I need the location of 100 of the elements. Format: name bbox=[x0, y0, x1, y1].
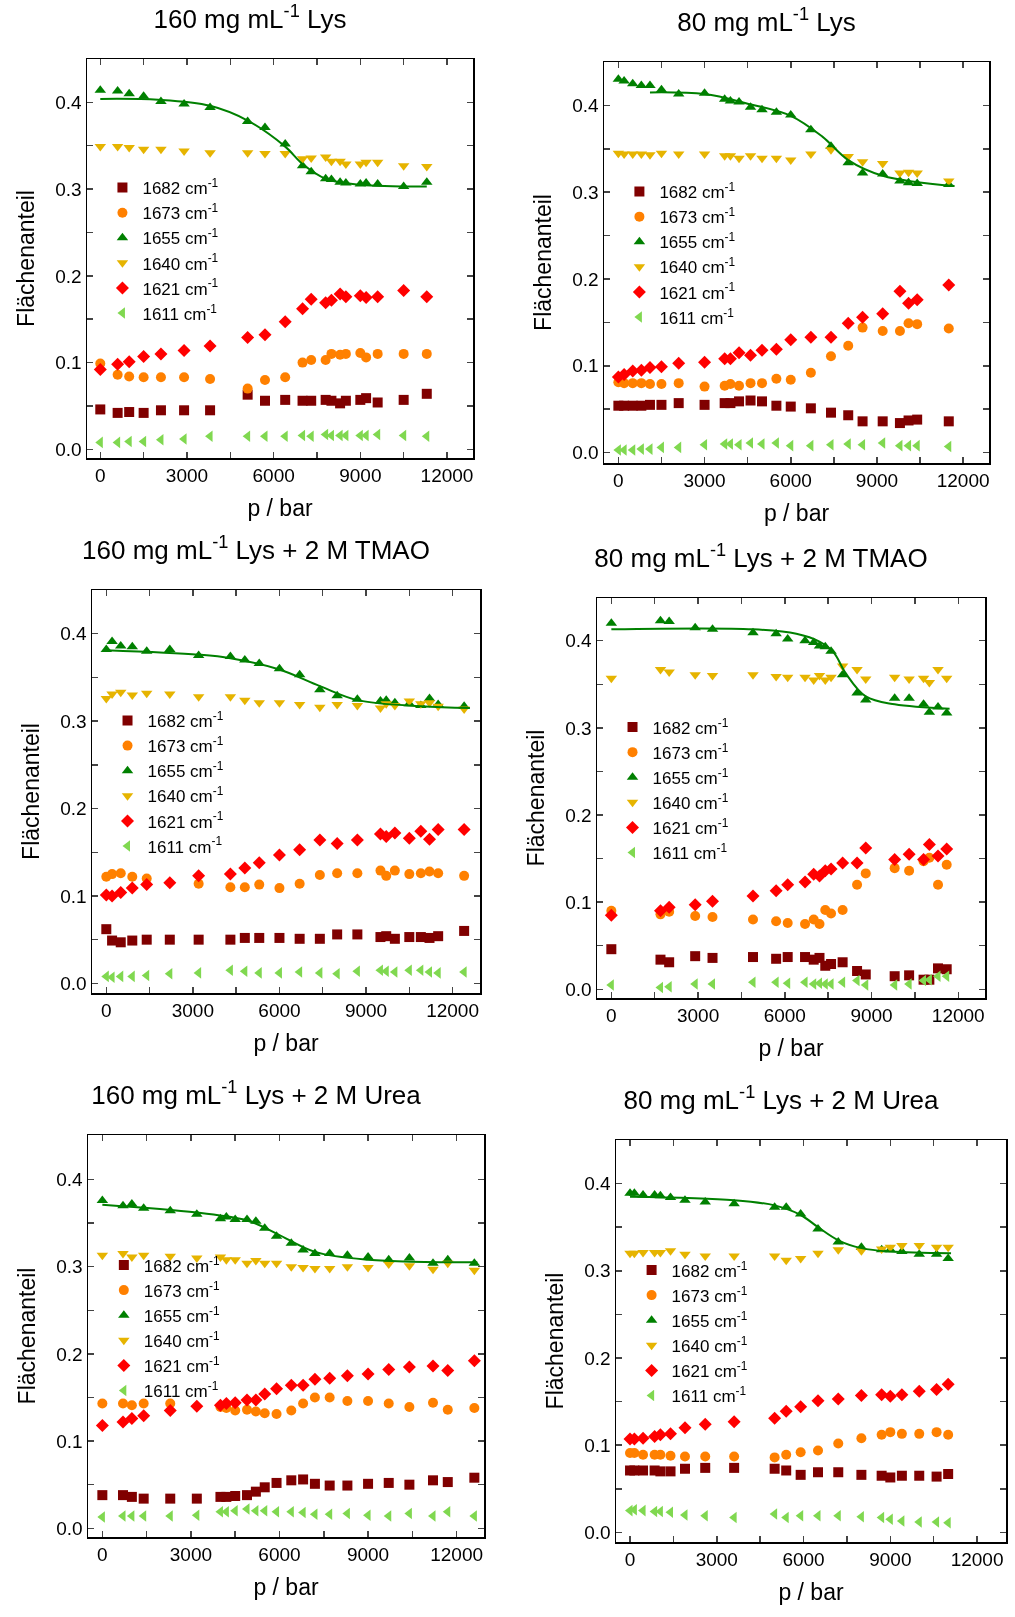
y-tick-label: 0.1 bbox=[55, 352, 82, 374]
x-tick-label: 9000 bbox=[339, 465, 382, 487]
chart-title: 80 mg mL$^{-1}$ Lys bbox=[677, 4, 856, 38]
legend-label: 1673 cm$^{-1}$ bbox=[147, 734, 224, 757]
x-tick-label: 12000 bbox=[936, 470, 990, 492]
x-tick-label: 12000 bbox=[430, 1544, 484, 1566]
x-tick-label: 0 bbox=[95, 465, 106, 487]
x-tick-label: 6000 bbox=[769, 470, 812, 492]
y-tick-label: 0.3 bbox=[565, 717, 592, 739]
x-tick-label: 6000 bbox=[258, 1544, 301, 1566]
y-axis-title: Flächenanteil bbox=[13, 1267, 40, 1405]
x-tick-label: 0 bbox=[624, 1549, 636, 1571]
y-axis-title: Flächenanteil bbox=[529, 194, 556, 331]
legend-label: 1682 cm$^{-1}$ bbox=[671, 1258, 748, 1281]
y-tick-label: 0.3 bbox=[60, 710, 87, 732]
x-tick-label: 12000 bbox=[426, 1000, 480, 1022]
y-axis-title: Flächenanteil bbox=[12, 190, 39, 327]
legend-label: 1682 cm$^{-1}$ bbox=[659, 180, 736, 203]
legend-label: 1655 cm$^{-1}$ bbox=[142, 226, 219, 249]
y-tick-label: 0.2 bbox=[565, 804, 592, 826]
y-tick-label: 0.4 bbox=[56, 1169, 84, 1191]
y-tick-label: 0.2 bbox=[55, 265, 82, 287]
legend-label: 1655 cm$^{-1}$ bbox=[659, 230, 736, 253]
x-tick-label: 0 bbox=[101, 1000, 112, 1022]
y-tick-label: 0.2 bbox=[56, 1343, 83, 1365]
x-tick-label: 9000 bbox=[855, 470, 899, 492]
x-tick-label: 3000 bbox=[683, 470, 726, 492]
y-tick-label: 0.0 bbox=[572, 442, 599, 464]
y-axis-title: Flächenanteil bbox=[541, 1272, 568, 1410]
x-axis-title: p / bar bbox=[253, 1029, 319, 1056]
x-tick-label: 0 bbox=[613, 470, 624, 492]
x-axis-title: p / bar bbox=[778, 1578, 844, 1605]
x-axis-title: p / bar bbox=[763, 499, 830, 526]
x-tick-label: 9000 bbox=[344, 1000, 388, 1022]
legend-label: 1682 cm$^{-1}$ bbox=[147, 708, 224, 732]
legend-label: 1611 cm$^{-1}$ bbox=[671, 1384, 747, 1407]
legend-label: 1682 cm$^{-1}$ bbox=[652, 715, 729, 738]
y-tick-label: 0.3 bbox=[584, 1260, 611, 1282]
y-tick-label: 0.0 bbox=[60, 973, 87, 995]
x-tick-label: 0 bbox=[606, 1005, 617, 1027]
x-tick-label: 3000 bbox=[695, 1549, 738, 1571]
legend-label: 1640 cm$^{-1}$ bbox=[659, 255, 736, 278]
y-tick-label: 0.4 bbox=[565, 630, 593, 652]
chart-title: 80 mg mL$^{-1}$ Lys + 2 M TMAO bbox=[594, 540, 928, 574]
chart-title: 160 mg mL$^{-1}$ Lys + 2 M Urea bbox=[91, 1077, 422, 1111]
legend-label: 1621 cm$^{-1}$ bbox=[671, 1358, 748, 1382]
y-tick-label: 0.3 bbox=[55, 178, 82, 200]
y-tick-label: 0.3 bbox=[572, 181, 599, 203]
y-tick-label: 0.0 bbox=[565, 978, 592, 1000]
y-tick-label: 0.1 bbox=[56, 1430, 83, 1452]
x-tick-label: 12000 bbox=[950, 1549, 1004, 1571]
x-axis-title: p / bar bbox=[758, 1034, 824, 1061]
y-tick-label: 0.4 bbox=[55, 92, 83, 114]
legend-label: 1640 cm$^{-1}$ bbox=[147, 784, 224, 807]
x-axis-title: p / bar bbox=[247, 494, 313, 521]
legend-label: 1611 cm$^{-1}$ bbox=[147, 834, 223, 857]
x-tick-label: 12000 bbox=[931, 1005, 985, 1027]
legend-label: 1682 cm$^{-1}$ bbox=[142, 176, 219, 199]
legend-label: 1640 cm$^{-1}$ bbox=[142, 251, 219, 274]
chart-title: 80 mg mL$^{-1}$ Lys + 2 M Urea bbox=[623, 1082, 940, 1116]
legend-label: 1673 cm$^{-1}$ bbox=[671, 1283, 748, 1306]
x-tick-label: 0 bbox=[97, 1544, 108, 1566]
y-tick-label: 0.0 bbox=[584, 1522, 611, 1544]
y-tick-label: 0.1 bbox=[565, 891, 592, 913]
y-tick-label: 0.4 bbox=[60, 623, 88, 645]
legend-label: 1640 cm$^{-1}$ bbox=[143, 1328, 220, 1351]
legend-label: 1682 cm$^{-1}$ bbox=[143, 1253, 220, 1276]
legend-label: 1621 cm$^{-1}$ bbox=[659, 280, 736, 303]
y-tick-label: 0.4 bbox=[572, 95, 600, 117]
y-tick-label: 0.1 bbox=[584, 1434, 611, 1456]
legend-label: 1640 cm$^{-1}$ bbox=[652, 790, 729, 813]
x-tick-label: 3000 bbox=[676, 1005, 720, 1027]
x-tick-label: 6000 bbox=[782, 1549, 825, 1571]
y-tick-label: 0.0 bbox=[55, 438, 82, 460]
legend-label: 1673 cm$^{-1}$ bbox=[142, 201, 219, 224]
legend-label: 1611 cm$^{-1}$ bbox=[652, 841, 728, 864]
y-axis-title: Flächenanteil bbox=[522, 729, 549, 867]
y-tick-label: 0.1 bbox=[572, 355, 599, 377]
x-axis-title: p / bar bbox=[253, 1573, 319, 1600]
legend-label: 1621 cm$^{-1}$ bbox=[142, 276, 219, 299]
y-tick-label: 0.4 bbox=[584, 1173, 612, 1195]
legend-label: 1655 cm$^{-1}$ bbox=[652, 765, 729, 788]
y-tick-label: 0.1 bbox=[60, 885, 87, 907]
x-tick-label: 9000 bbox=[850, 1005, 893, 1027]
y-tick-label: 0.3 bbox=[56, 1256, 83, 1278]
y-axis-title: Flächenanteil bbox=[17, 723, 44, 860]
x-tick-label: 3000 bbox=[169, 1544, 213, 1566]
chart-title: 160 mg mL$^{-1}$ Lys bbox=[153, 1, 347, 35]
x-tick-label: 3000 bbox=[165, 465, 209, 487]
legend-label: 1640 cm$^{-1}$ bbox=[671, 1333, 748, 1356]
x-tick-label: 12000 bbox=[420, 465, 474, 487]
legend-label: 1621 cm$^{-1}$ bbox=[652, 815, 729, 839]
legend-label: 1621 cm$^{-1}$ bbox=[147, 809, 224, 832]
legend-label: 1673 cm$^{-1}$ bbox=[652, 740, 729, 763]
legend-label: 1655 cm$^{-1}$ bbox=[671, 1308, 748, 1331]
y-tick-label: 0.2 bbox=[60, 798, 87, 820]
x-tick-label: 9000 bbox=[869, 1549, 912, 1571]
y-tick-label: 0.0 bbox=[56, 1517, 83, 1539]
y-tick-label: 0.2 bbox=[584, 1347, 611, 1369]
x-tick-label: 6000 bbox=[258, 1000, 301, 1022]
